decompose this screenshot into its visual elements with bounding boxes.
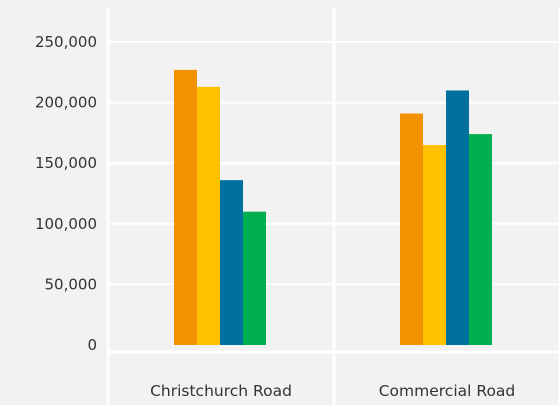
bar-1-1	[423, 145, 446, 345]
bar-0-2	[220, 180, 243, 345]
y-tick-label-0: 0	[87, 336, 97, 354]
bar-0-3	[243, 211, 266, 345]
bar-1-0	[400, 113, 423, 346]
y-tick-label-3: 150,000	[35, 154, 97, 172]
y-tick-label-4: 200,000	[35, 94, 97, 112]
bar-1-2	[446, 90, 469, 345]
bar-0-1	[197, 86, 220, 346]
bar-0-0	[174, 69, 197, 345]
y-tick-label-2: 100,000	[35, 215, 97, 233]
x-category-label-0: Christchurch Road	[150, 382, 292, 400]
x-axis-category-labels: Christchurch Road Commercial Road	[150, 382, 515, 400]
y-axis-tick-labels: 0 50,000 100,000 150,000 200,000 250,000	[35, 33, 97, 354]
bar-1-3	[469, 134, 492, 345]
bars	[174, 69, 492, 346]
y-tick-label-1: 50,000	[45, 275, 98, 293]
y-tick-label-5: 250,000	[35, 33, 97, 51]
x-category-label-1: Commercial Road	[379, 382, 516, 400]
